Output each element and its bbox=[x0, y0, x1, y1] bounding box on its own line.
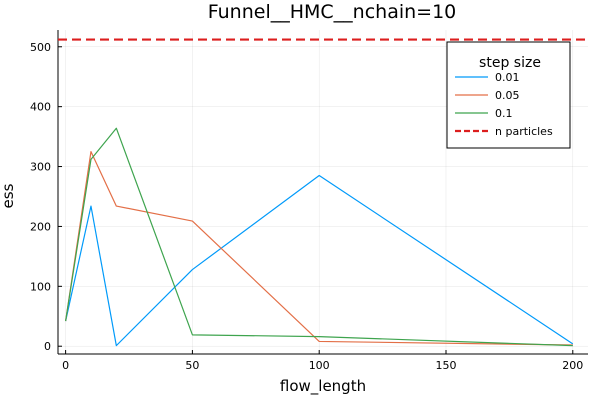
series-line-0.05 bbox=[65, 150, 573, 346]
legend-label: 0.1 bbox=[495, 107, 513, 120]
x-tick-label: 0 bbox=[62, 359, 69, 372]
axes bbox=[57, 30, 588, 355]
x-tick-label: 100 bbox=[309, 359, 330, 372]
y-axis-title: ess bbox=[0, 183, 17, 208]
y-tick-label: 200 bbox=[30, 220, 51, 233]
legend-title: step size bbox=[479, 55, 541, 71]
series-layer bbox=[58, 38, 588, 347]
legend-label: 0.01 bbox=[495, 71, 520, 84]
y-tick-label: 100 bbox=[30, 280, 51, 293]
legend-label: 0.05 bbox=[495, 89, 520, 102]
x-tick-label: 50 bbox=[185, 359, 199, 372]
x-tick-label: 200 bbox=[562, 359, 583, 372]
y-tick-label: 0 bbox=[44, 340, 51, 353]
x-tick-label: 150 bbox=[435, 359, 456, 372]
y-tick-label: 300 bbox=[30, 161, 51, 174]
series-line-0.01 bbox=[65, 174, 574, 347]
x-axis-title: flow_length bbox=[280, 377, 366, 396]
y-tick-label: 500 bbox=[30, 41, 51, 54]
legend-label: n particles bbox=[495, 125, 553, 138]
y-tick-label: 400 bbox=[30, 101, 51, 114]
legend: step size 0.01 0.05 0.1 n particles bbox=[446, 41, 571, 149]
series-line-0.1 bbox=[65, 127, 573, 347]
tick-labels: 0 50 100 150 200 0 100 200 300 400 500 bbox=[30, 41, 583, 372]
chart-title: Funnel__HMC__nchain=10 bbox=[208, 1, 457, 23]
